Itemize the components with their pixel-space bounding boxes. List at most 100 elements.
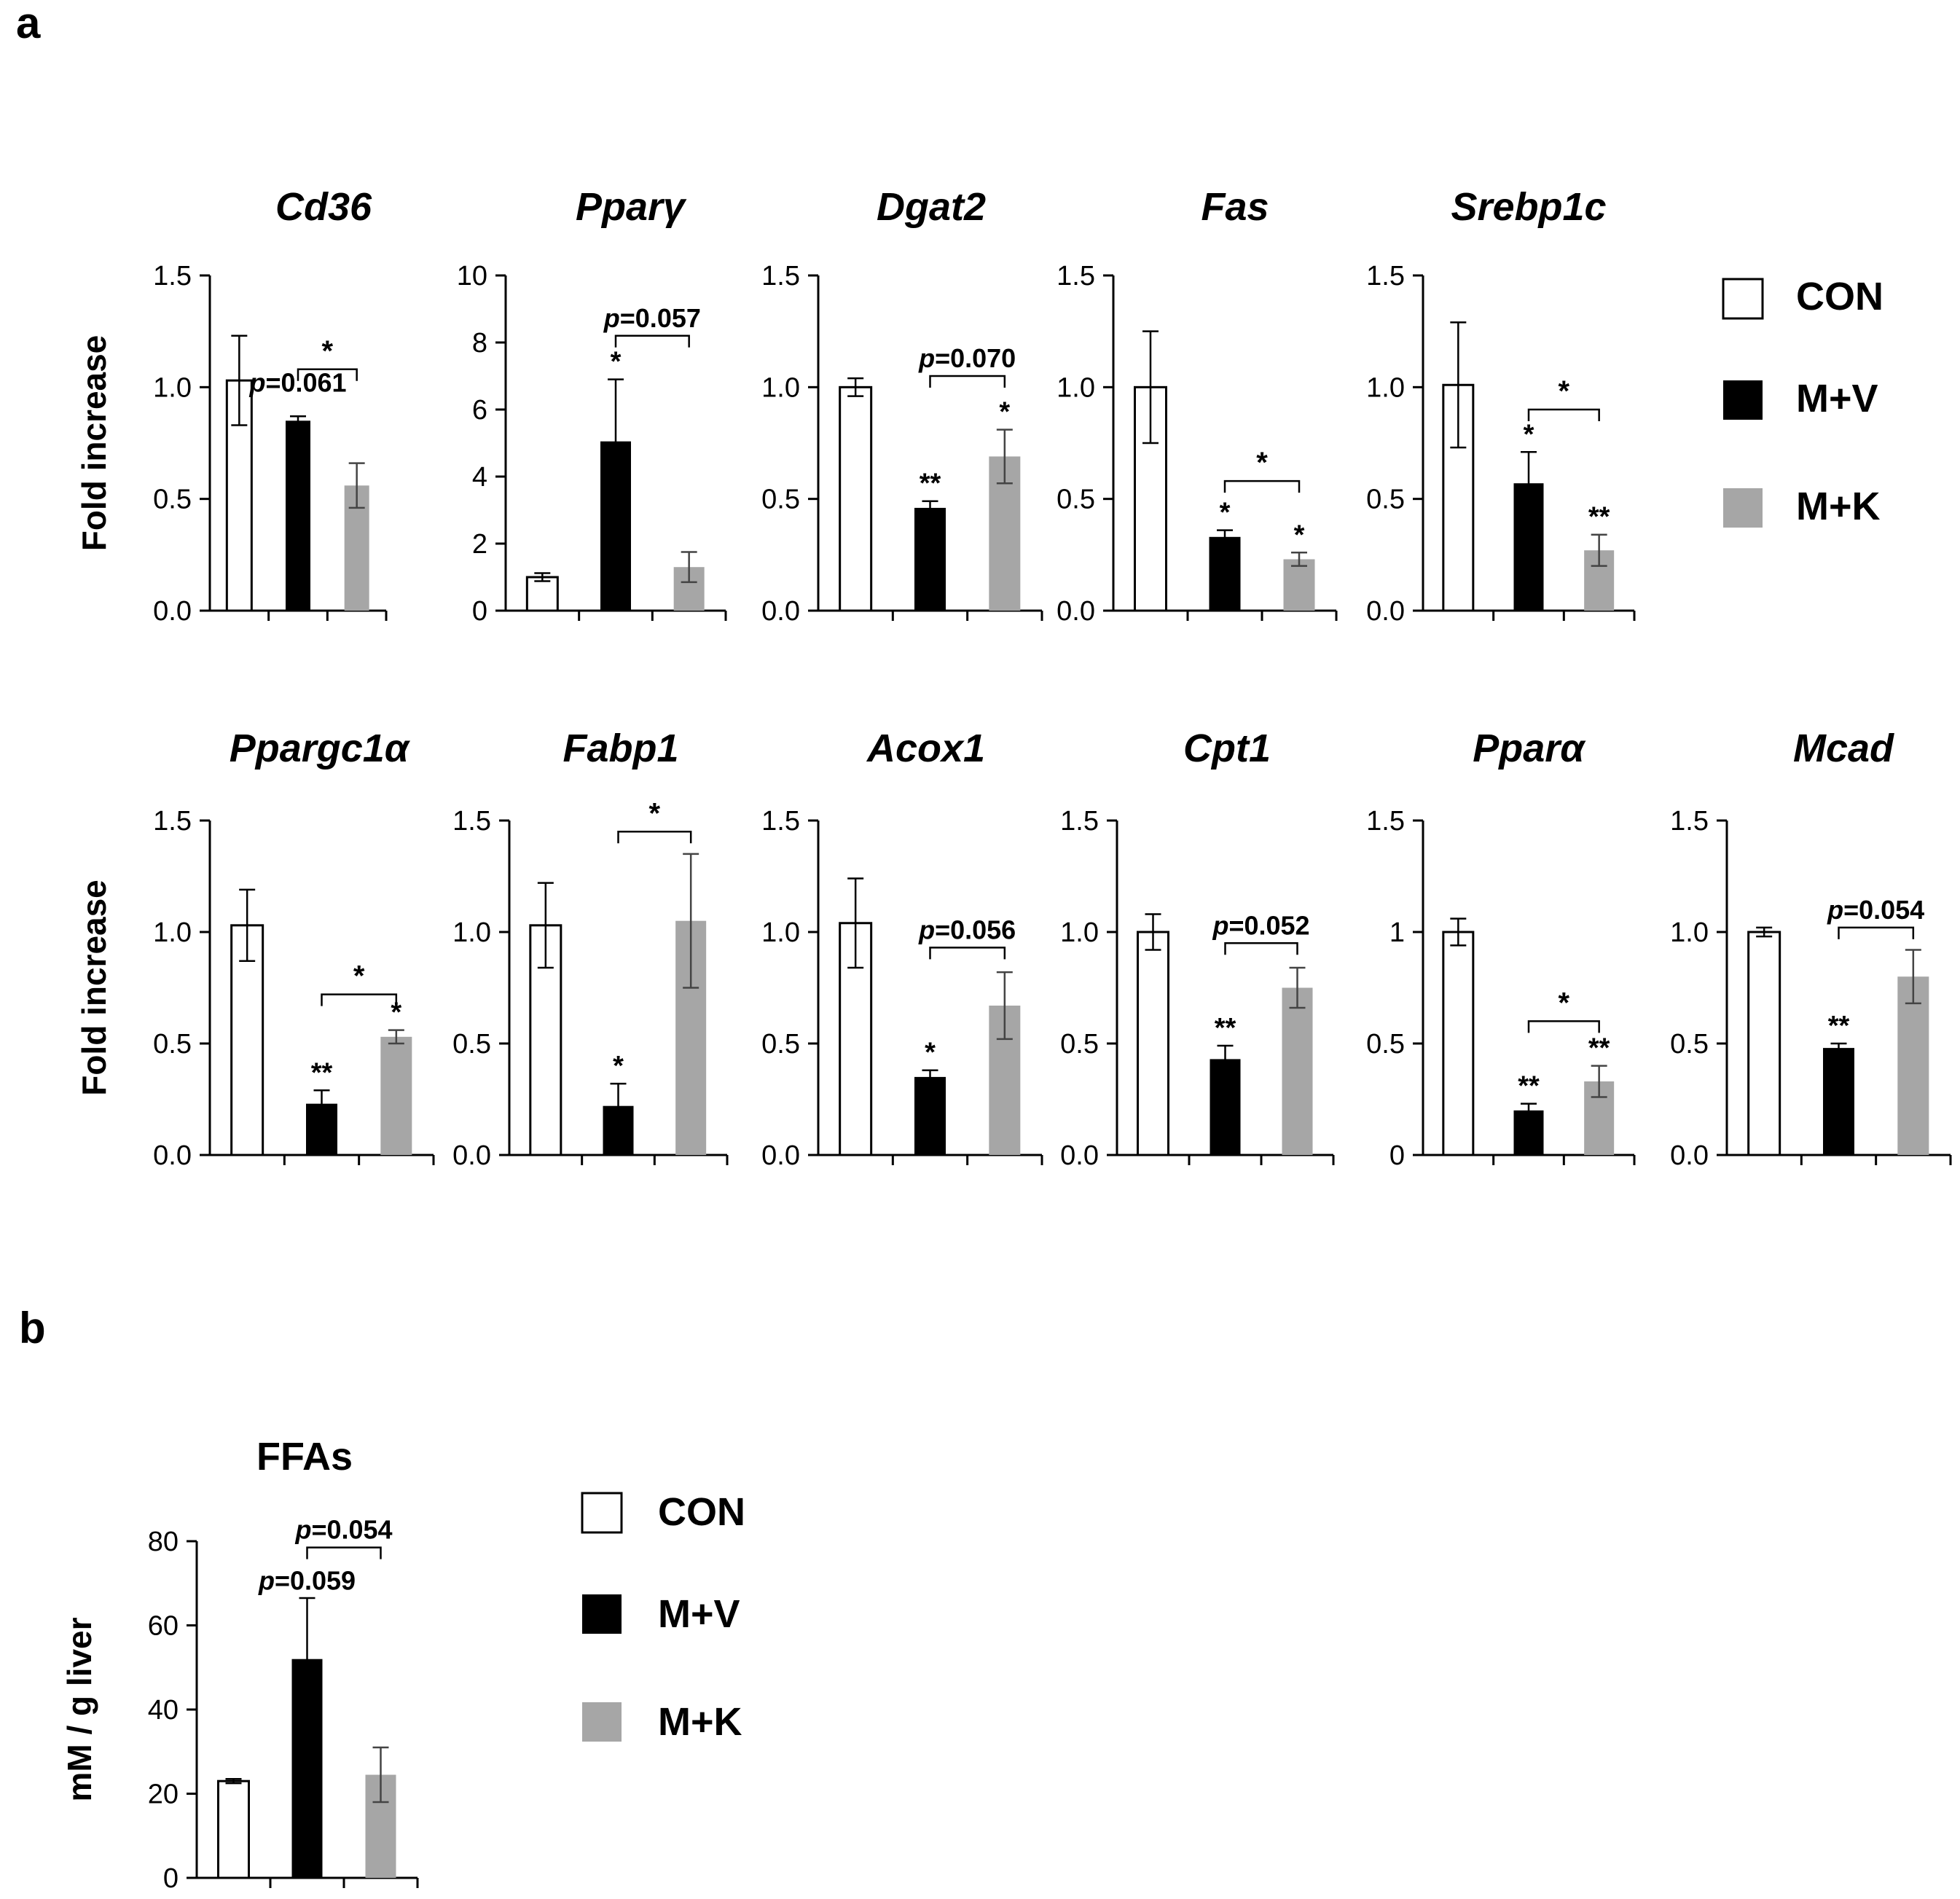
y-tick-label: 0.5: [761, 485, 800, 515]
p-value-label: p=0.061: [248, 367, 346, 397]
y-tick-label: 0.5: [452, 1029, 491, 1060]
bar-con: [1442, 931, 1475, 1156]
chart-7: Acox1 0.0 0.5 1.0 1.5 * p=0.056: [761, 727, 1043, 1171]
y-tick-label: 0.0: [1057, 596, 1095, 627]
legend-swatch-con: [1722, 278, 1764, 320]
comparison-bracket: [929, 375, 1006, 388]
chart-11: FFAs mM / g liver 0 20 40 60 80 p=0.059 p=0.054: [60, 1435, 419, 1894]
chart-title: Pparγ: [576, 185, 687, 229]
y-tick-label: 2: [472, 529, 487, 560]
significance-mark: *: [1559, 987, 1570, 1019]
y-tick-label: 4: [472, 462, 487, 493]
bar-mv: [286, 420, 310, 611]
significance-mark: *: [1294, 520, 1305, 550]
y-tick-label: 1: [1389, 917, 1405, 948]
legend-swatch-mv: [1723, 380, 1763, 420]
significance-mark: **: [1588, 502, 1610, 533]
y-tick-label: 0.5: [1057, 485, 1095, 515]
legend-label-mk: M+K: [1796, 485, 1881, 528]
y-tick-label: 1.5: [1366, 806, 1405, 837]
chart-6: Fabp1 0.0 0.5 1.0 1.5 * *: [452, 727, 729, 1171]
panel-label-a: a: [16, 0, 41, 47]
bar-con: [1137, 931, 1169, 1156]
y-tick-label: 1.0: [153, 917, 192, 948]
comparison-bracket: [614, 334, 690, 348]
y-tick-label: 0.5: [761, 1029, 800, 1060]
significance-mark: *: [1220, 498, 1231, 528]
comparison-bracket: [617, 831, 692, 844]
y-tick-label: 1.0: [153, 372, 192, 403]
chart-title: Acox1: [866, 727, 985, 770]
legend-b-label-mv: M+V: [658, 1592, 740, 1636]
y-tick-label: 1.0: [1060, 917, 1099, 948]
y-tick-label: 0.0: [761, 596, 800, 627]
y-tick-label: 10: [457, 261, 487, 291]
legend-b-swatch-mv: [582, 1594, 622, 1634]
bar-con: [1747, 931, 1781, 1156]
y-tick-label: 1.0: [1670, 917, 1709, 948]
y-axis-label: Fold increase: [75, 335, 113, 552]
bar-mv: [914, 1076, 946, 1155]
y-tick-label: 60: [148, 1611, 179, 1642]
chart-title: Srebp1c: [1451, 185, 1606, 229]
y-tick-label: 1.0: [1057, 372, 1095, 403]
chart-1: Pparγ 0 2 4 6 8 10 * p=0.057: [457, 185, 727, 627]
y-tick-label: 0.0: [153, 596, 192, 627]
y-tick-label: 8: [472, 328, 487, 359]
y-tick-label: 0: [472, 596, 487, 627]
chart-title: Cd36: [275, 185, 372, 229]
significance-mark: **: [1588, 1033, 1610, 1064]
y-tick-label: 20: [148, 1779, 179, 1810]
legend-b-label-con: CON: [658, 1490, 745, 1534]
bar-mv: [1209, 536, 1241, 611]
chart-3: Fas 0.0 0.5 1.0 1.5 * * *: [1057, 185, 1338, 627]
p-value-label: p=0.054: [294, 1515, 392, 1545]
chart-10: Mcad 0.0 0.5 1.0 1.5 ** p=0.054: [1670, 727, 1952, 1171]
comparison-bracket: [306, 1546, 382, 1559]
comparison-bracket: [929, 947, 1006, 960]
legend-b-swatch-con: [581, 1492, 623, 1534]
y-tick-label: 0.5: [153, 485, 192, 515]
panel-label-b: b: [19, 1304, 46, 1352]
significance-mark: *: [925, 1038, 936, 1068]
bar-con: [839, 385, 873, 612]
y-tick-label: 0.0: [1060, 1140, 1099, 1171]
p-value-label: p=0.056: [918, 915, 1016, 944]
y-tick-label: 1.5: [153, 261, 192, 291]
comparison-bracket: [1223, 479, 1301, 493]
y-tick-label: 0.5: [1366, 485, 1405, 515]
y-tick-label: 0.5: [1366, 1029, 1405, 1060]
significance-mark: *: [649, 797, 661, 829]
significance-mark: **: [1215, 1013, 1236, 1044]
chart-title: Cpt1: [1183, 727, 1271, 770]
y-axis-label: mM / g liver: [60, 1617, 98, 1801]
significance-mark: *: [322, 335, 334, 367]
chart-title: Fas: [1201, 185, 1269, 229]
legend-top: CON M+V M+K: [1722, 275, 1883, 528]
chart-title: Mcad: [1793, 727, 1894, 770]
legend-swatch-mk: [1723, 488, 1763, 528]
legend-b-swatch-mk: [582, 1702, 622, 1742]
bar-con: [230, 924, 264, 1156]
significance-mark: **: [920, 469, 941, 499]
significance-mark: *: [611, 347, 622, 377]
bar-mk: [1283, 559, 1315, 611]
significance-mark: *: [613, 1051, 624, 1081]
y-tick-label: 1.0: [452, 917, 491, 948]
comparison-bracket: [1224, 942, 1298, 955]
significance-mark: *: [1524, 419, 1534, 450]
significance-mark: *: [1559, 375, 1570, 407]
y-tick-label: 0.0: [761, 1140, 800, 1171]
comparison-bracket: [1838, 926, 1915, 939]
chart-8: Cpt1 0.0 0.5 1.0 1.5 ** p=0.052: [1060, 727, 1335, 1171]
p-value-label: p=0.057: [603, 303, 701, 333]
bar-mk: [1897, 976, 1929, 1155]
significance-mark: *: [1256, 447, 1268, 479]
y-tick-label: 1.5: [1057, 261, 1095, 291]
